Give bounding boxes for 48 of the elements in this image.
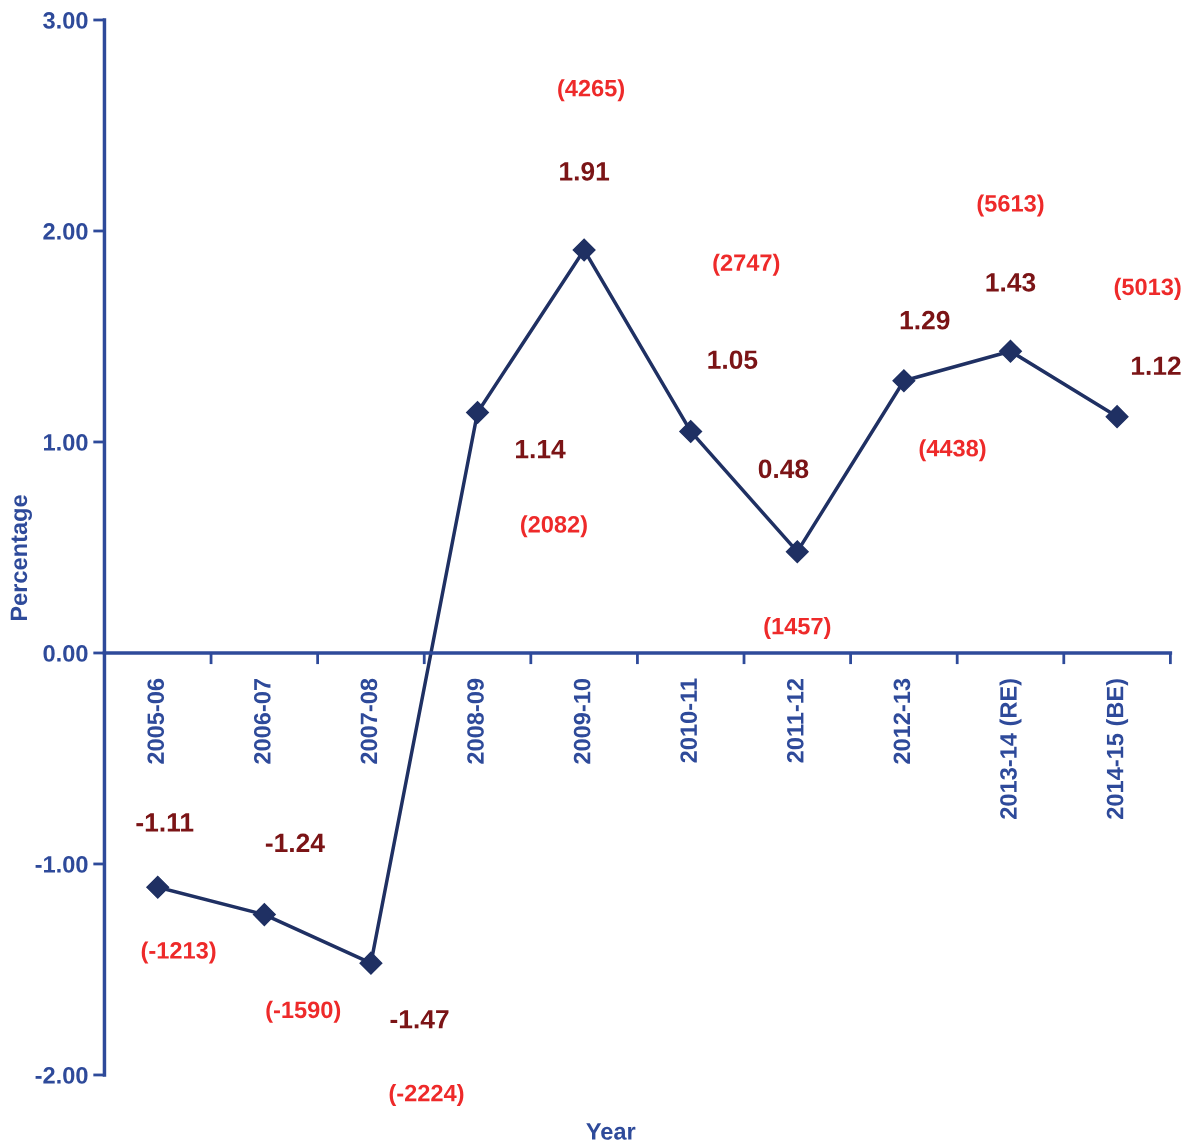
x-tick-label: 2008-09 [467, 678, 484, 764]
data-label: -1.47 [390, 1010, 449, 1029]
data-label: 0.48 [758, 459, 809, 479]
data-label: 1.29 [900, 310, 950, 330]
data-label: 1.14 [516, 440, 566, 459]
y-tick-label: 3.00 [43, 12, 88, 29]
annotation: (4265) [558, 79, 625, 102]
annotation: (2082) [520, 515, 587, 538]
data-label: -1.11 [136, 813, 194, 832]
data-label: 1.43 [986, 272, 1036, 292]
annotation: (5613) [977, 194, 1044, 217]
annotation: (4438) [919, 439, 986, 462]
annotation: (1457) [764, 617, 831, 640]
text: (-2224) [389, 1084, 464, 1107]
y-tick-label: 0.00 [43, 645, 88, 662]
x-tick-label: 2007-08 [360, 678, 378, 764]
data-label: 1.91 [560, 161, 610, 181]
y-tick-label: -1.00 [35, 856, 88, 873]
point [998, 339, 1022, 363]
point [252, 903, 276, 927]
annotation: (-1590) [266, 1000, 341, 1023]
x-tick-label: 2009-10 [573, 678, 591, 764]
x-tick-label: 2014-15 (BE) [1106, 679, 1129, 819]
point [679, 419, 703, 443]
point [572, 238, 596, 262]
point [466, 400, 490, 424]
x-tick-label: 2006-07 [253, 679, 271, 764]
x-tick-label: 2013-14 (RE) [999, 679, 1022, 819]
point [359, 951, 383, 975]
annotation: (2747) [713, 253, 780, 276]
y-axis-title: Percentage [10, 495, 32, 621]
data-label: -1.24 [265, 833, 325, 852]
point [1105, 405, 1129, 429]
x-axis-title: Year [586, 1123, 636, 1140]
annotation: (-1213) [141, 941, 216, 964]
y-tick-label: 1.00 [44, 434, 88, 451]
annotation: (5013) [1114, 277, 1181, 300]
x-tick-label: 2005-06 [147, 678, 165, 764]
data-label: 1.05 [708, 350, 758, 370]
point [892, 369, 916, 393]
x-tick-label: 2012-13 [893, 678, 911, 764]
point [785, 540, 809, 564]
data-label: 1.12 [1131, 356, 1181, 375]
point [146, 875, 170, 899]
y-tick-label: 2.00 [43, 223, 88, 240]
x-tick-label: 2011-12 [786, 678, 804, 763]
y-tick-label: -2.00 [35, 1067, 88, 1084]
x-tick-label: 2010-11 [680, 678, 698, 763]
